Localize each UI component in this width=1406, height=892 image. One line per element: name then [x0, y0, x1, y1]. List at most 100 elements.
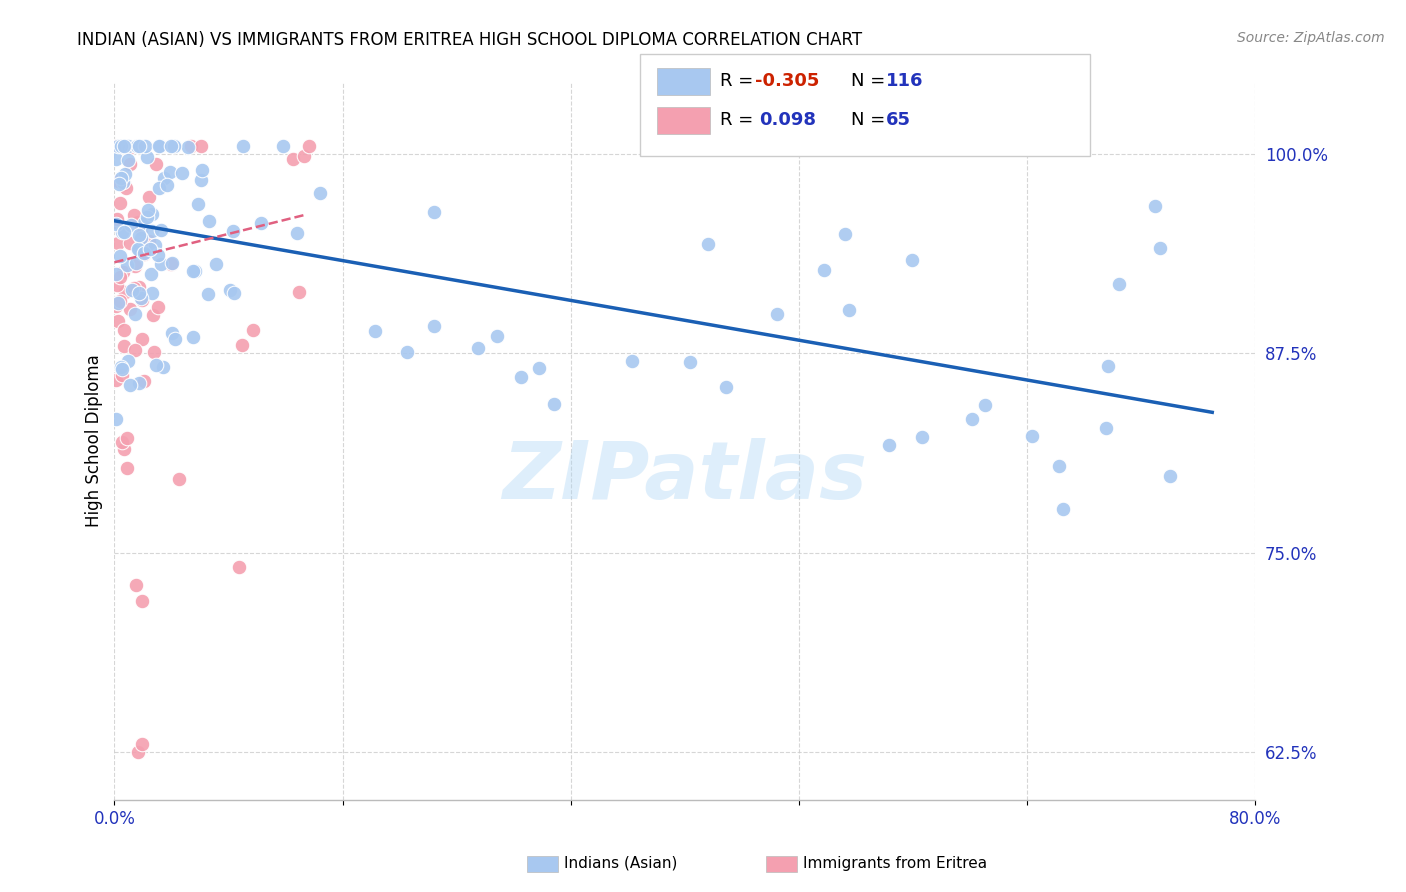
- Point: [813, 263, 835, 277]
- Point: [679, 355, 702, 369]
- Point: [228, 560, 250, 574]
- Point: [1097, 359, 1119, 373]
- Point: [160, 256, 183, 270]
- Point: [120, 157, 142, 171]
- Point: [170, 166, 193, 180]
- Point: [1047, 458, 1070, 473]
- Point: [118, 378, 141, 392]
- Point: [117, 138, 139, 153]
- Point: [105, 138, 128, 153]
- Point: [1052, 502, 1074, 516]
- Point: [159, 257, 181, 271]
- Point: [143, 237, 166, 252]
- Point: [510, 370, 533, 384]
- Point: [104, 153, 127, 167]
- Point: [121, 283, 143, 297]
- Point: [141, 207, 163, 221]
- Point: [184, 264, 207, 278]
- Point: [152, 171, 174, 186]
- Point: [110, 138, 132, 153]
- Point: [1149, 241, 1171, 255]
- Point: [108, 269, 131, 284]
- Point: [250, 216, 273, 230]
- Point: [160, 326, 183, 341]
- Point: [124, 343, 146, 358]
- Point: [159, 138, 181, 153]
- Point: [423, 205, 446, 219]
- Point: [114, 285, 136, 300]
- Point: [118, 236, 141, 251]
- Point: [138, 234, 160, 248]
- Point: [115, 258, 138, 272]
- Point: [148, 138, 170, 153]
- Point: [115, 180, 138, 194]
- Point: [1144, 199, 1167, 213]
- Y-axis label: High School Diploma: High School Diploma: [86, 355, 103, 527]
- Point: [197, 287, 219, 301]
- Point: [124, 259, 146, 273]
- Point: [111, 225, 134, 239]
- Point: [117, 153, 139, 167]
- Point: [159, 164, 181, 178]
- Point: [231, 338, 253, 352]
- Point: [232, 138, 254, 153]
- Point: [128, 228, 150, 243]
- Point: [127, 138, 149, 153]
- Point: [127, 242, 149, 256]
- Point: [150, 257, 173, 271]
- Text: Immigrants from Eritrea: Immigrants from Eritrea: [803, 856, 987, 871]
- Point: [143, 345, 166, 359]
- Point: [107, 236, 129, 251]
- Point: [107, 296, 129, 310]
- Point: [1108, 277, 1130, 291]
- Point: [911, 430, 934, 444]
- Point: [111, 434, 134, 449]
- Point: [142, 308, 165, 322]
- Point: [149, 138, 172, 153]
- Point: [128, 279, 150, 293]
- Point: [127, 215, 149, 229]
- Text: Indians (Asian): Indians (Asian): [564, 856, 678, 871]
- Point: [396, 345, 419, 359]
- Point: [146, 300, 169, 314]
- Point: [877, 438, 900, 452]
- Point: [1159, 469, 1181, 483]
- Point: [697, 236, 720, 251]
- Point: [110, 138, 132, 153]
- Point: [135, 210, 157, 224]
- Point: [107, 138, 129, 153]
- Point: [187, 197, 209, 211]
- Text: Source: ZipAtlas.com: Source: ZipAtlas.com: [1237, 31, 1385, 45]
- Point: [112, 178, 135, 192]
- Point: [1021, 428, 1043, 442]
- Point: [111, 265, 134, 279]
- Point: [108, 249, 131, 263]
- Point: [105, 268, 128, 282]
- Point: [181, 330, 204, 344]
- Point: [765, 307, 787, 321]
- Point: [135, 150, 157, 164]
- Point: [139, 267, 162, 281]
- Point: [114, 167, 136, 181]
- Point: [309, 186, 332, 201]
- Point: [111, 368, 134, 382]
- Point: [141, 286, 163, 301]
- Point: [222, 286, 245, 301]
- Point: [1095, 420, 1118, 434]
- Point: [134, 138, 156, 153]
- Point: [834, 227, 856, 241]
- Point: [127, 745, 149, 759]
- Point: [529, 361, 551, 376]
- Point: [104, 215, 127, 229]
- Point: [125, 138, 148, 153]
- Point: [145, 358, 167, 372]
- Point: [128, 138, 150, 153]
- Text: 116: 116: [886, 72, 924, 90]
- Point: [128, 286, 150, 301]
- Point: [128, 376, 150, 391]
- Point: [115, 461, 138, 475]
- Point: [145, 157, 167, 171]
- Point: [467, 341, 489, 355]
- Point: [105, 211, 128, 226]
- Text: INDIAN (ASIAN) VS IMMIGRANTS FROM ERITREA HIGH SCHOOL DIPLOMA CORRELATION CHART: INDIAN (ASIAN) VS IMMIGRANTS FROM ERITRE…: [77, 31, 862, 49]
